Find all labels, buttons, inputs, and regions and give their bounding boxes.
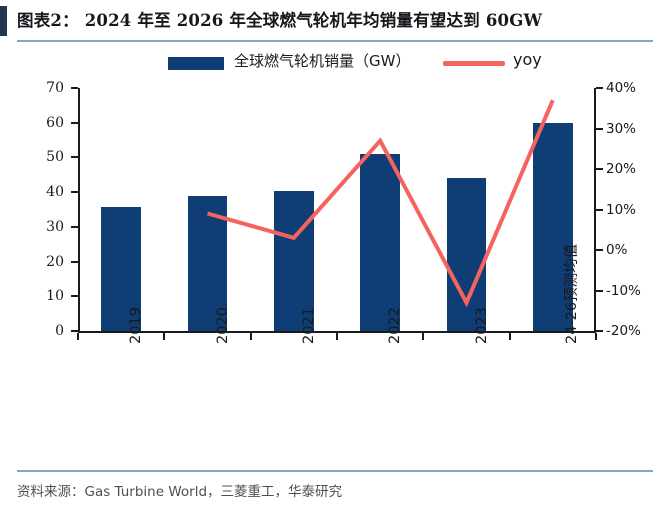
x-axis-tick (77, 333, 79, 340)
bar-2019 (101, 207, 141, 331)
y-axis-left-tick-label: 40 (46, 184, 64, 201)
y-axis-right-tick-label: 40% (606, 80, 637, 96)
y-axis-left-tick-label: 70 (46, 80, 64, 96)
legend-label-line-series: yoy (513, 50, 542, 69)
y-axis-right-tick (596, 208, 603, 211)
legend-swatch-bar-series (168, 57, 224, 70)
y-axis-left-tick-label: 60 (46, 114, 64, 131)
legend-swatch-line-series (443, 61, 505, 66)
x-axis-tick-label: 2022 (387, 307, 404, 344)
bar-2021 (273, 191, 314, 331)
x-axis-tick (508, 333, 511, 340)
y-axis-left (78, 88, 80, 333)
y-axis-right-tick (596, 289, 603, 292)
y-axis-right (594, 88, 596, 333)
footer-divider (17, 470, 653, 472)
header-divider (17, 40, 653, 42)
y-axis-left-tick (71, 330, 78, 332)
y-axis-left-tick-label: 30 (46, 218, 64, 235)
y-axis-right-tick-label: 30% (606, 120, 637, 137)
y-axis-left-tick (71, 225, 78, 228)
chart-legend: 全球燃气轮机销量（GW） yoy (78, 46, 596, 76)
y-axis-left-tick (71, 87, 78, 89)
y-axis-right-tick-label: 10% (606, 201, 637, 218)
header-accent-bar (0, 6, 7, 36)
x-axis-tick (595, 333, 597, 340)
page-title: 图表2： 2024 年至 2026 年全球燃气轮机年均销量有望达到 60GW (17, 11, 543, 30)
x-axis-tick-label: 2023 (473, 307, 490, 344)
y-axis-right-tick (596, 249, 603, 251)
x-axis-tick-label: 2019 (128, 307, 145, 344)
y-axis-left-tick-label: 50 (46, 149, 64, 166)
x-axis-tick-label: 24-26预测均值 (563, 243, 580, 344)
y-axis-left-tick (71, 121, 78, 124)
y-axis-left-tick-label: 10 (46, 288, 64, 305)
x-axis-tick-label: 2021 (300, 307, 317, 344)
y-axis-left-tick (71, 156, 78, 159)
y-axis-right-tick-label: 0% (606, 242, 628, 258)
y-axis-right-tick (596, 87, 603, 89)
y-axis-left-tick (71, 260, 78, 263)
x-axis-tick (249, 333, 252, 340)
figure-header: 图表2： 2024 年至 2026 年全球燃气轮机年均销量有望达到 60GW (0, 0, 660, 44)
y-axis-right-tick-label: -10% (606, 282, 641, 299)
x-axis-tick (336, 333, 338, 340)
y-axis-right-tick (596, 127, 603, 130)
chart-container: 全球燃气轮机销量（GW） yoy 0 10 20 30 40 50 60 70 -20% -10… (0, 44, 660, 470)
x-axis-tick (163, 333, 166, 340)
bar-2022 (360, 153, 400, 331)
y-axis-right-tick (596, 168, 603, 170)
x-axis (78, 331, 596, 333)
y-axis-right-tick-label: -20% (606, 323, 641, 339)
y-axis-left-tick-label: 20 (46, 253, 64, 270)
bar-24-26预测均值 (532, 122, 573, 331)
yoy-line-path (206, 99, 555, 308)
legend-label-bar-series: 全球燃气轮机销量（GW） (234, 52, 411, 70)
y-axis-left-tick (71, 295, 78, 298)
line-series (206, 99, 555, 308)
y-axis-right-tick-label: 20% (606, 161, 637, 177)
y-axis-left-tick (71, 191, 78, 194)
y-axis-left-tick-label: 0 (55, 323, 64, 339)
y-axis-right-tick (596, 330, 603, 332)
source-note: 资料来源：Gas Turbine World，三菱重工，华泰研究 (17, 484, 343, 500)
x-axis-tick (422, 333, 425, 340)
x-axis-tick-label: 2020 (214, 307, 231, 344)
